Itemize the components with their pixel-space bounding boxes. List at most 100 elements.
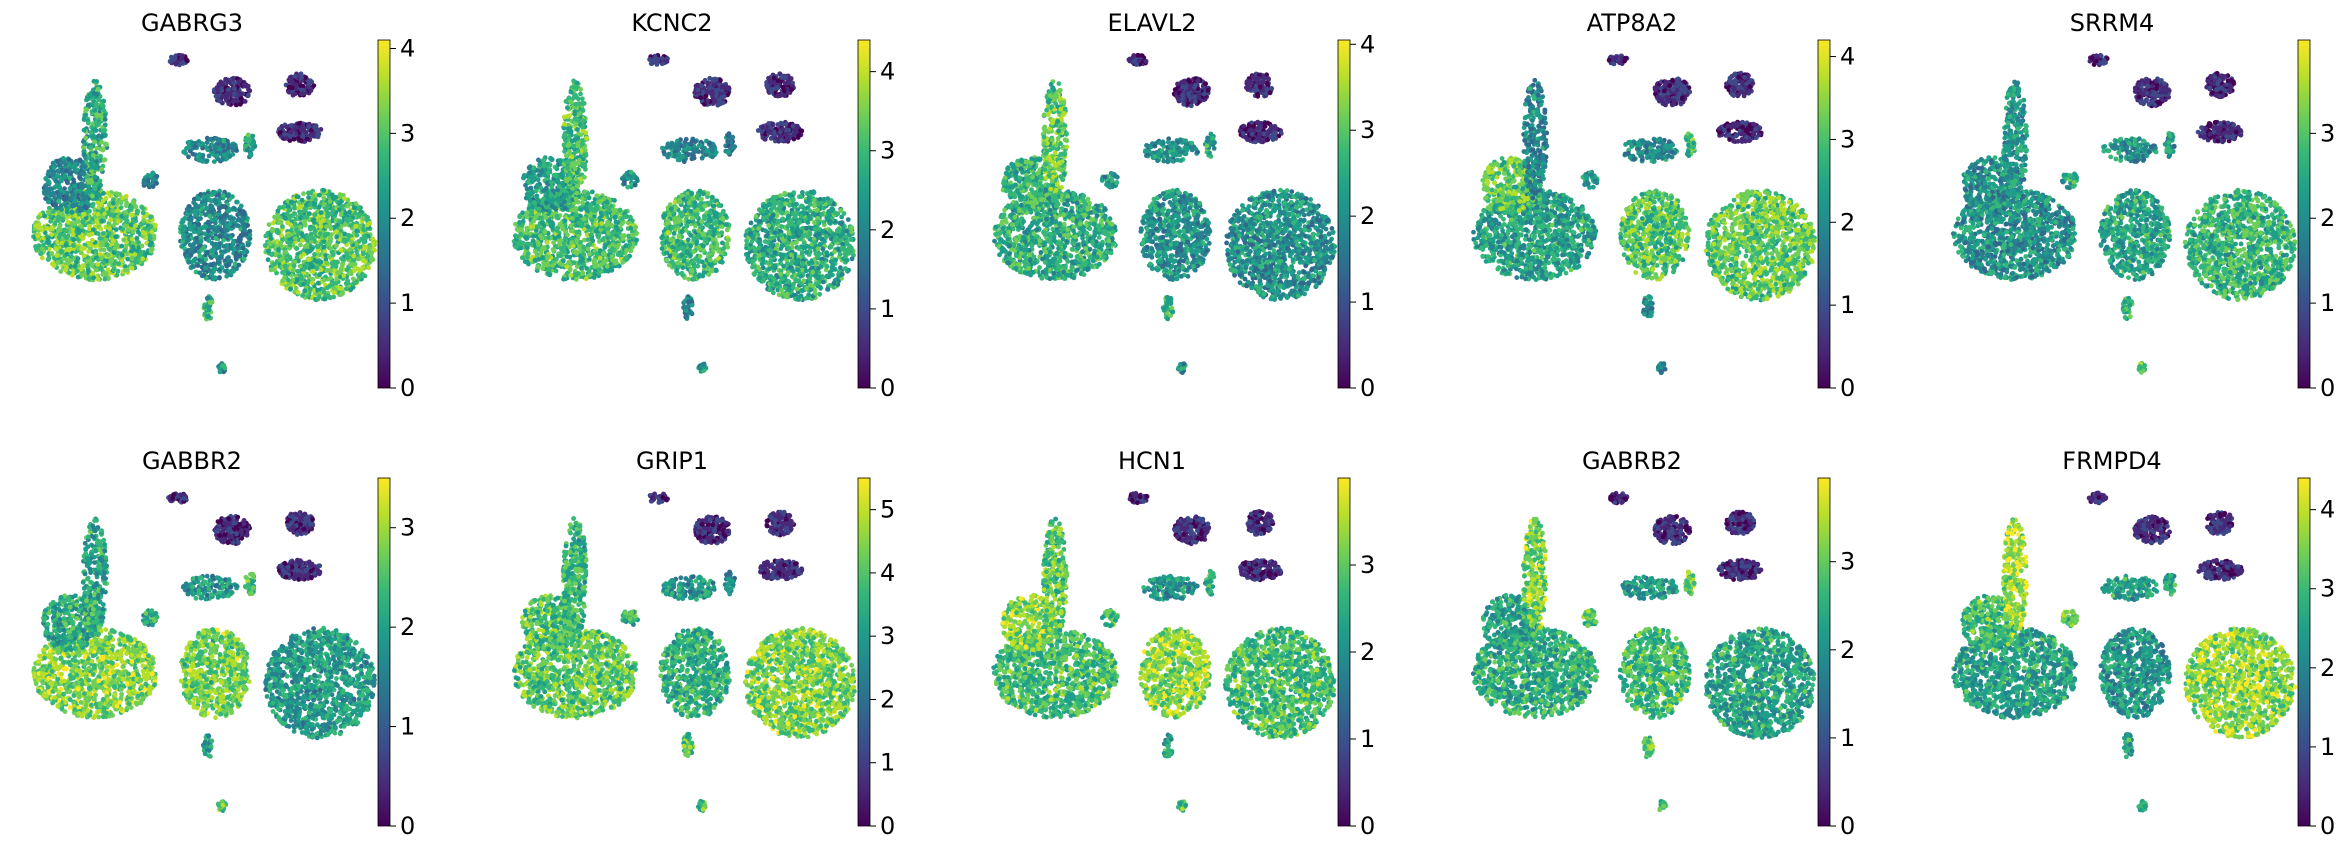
scatter-point: [143, 251, 149, 257]
scatter-point: [594, 205, 600, 211]
scatter-point: [75, 268, 80, 274]
scatter-point: [96, 193, 102, 198]
scatter-point: [357, 244, 363, 250]
scatter-point: [72, 263, 78, 269]
scatter-point: [94, 113, 100, 119]
scatter-point: [61, 227, 67, 233]
scatter-point: [337, 192, 343, 198]
scatter-point: [102, 112, 108, 118]
scatter-point: [115, 250, 121, 256]
scatter-point: [592, 257, 597, 263]
scatter-point: [615, 226, 620, 232]
scatter-point: [75, 274, 81, 280]
scatter-point: [226, 101, 232, 107]
scatter-point: [240, 245, 246, 251]
scatter-point: [241, 256, 247, 262]
scatter-point: [295, 268, 301, 274]
scatter-point: [304, 136, 310, 142]
scatter-point: [251, 139, 257, 145]
scatter-point: [328, 236, 333, 241]
scatter-point: [328, 245, 334, 251]
scatter-point: [240, 231, 246, 237]
scatter-point: [585, 246, 591, 252]
scatter-point: [250, 133, 256, 139]
scatter-point: [132, 252, 138, 257]
scatter-point: [263, 233, 269, 239]
scatter-point: [585, 224, 591, 230]
scatter-point: [599, 221, 605, 226]
scatter-point: [81, 127, 87, 133]
scatter-point: [531, 233, 536, 239]
scatter-points: [511, 53, 856, 374]
scatter-point: [322, 233, 328, 239]
scatter-point: [300, 238, 305, 244]
scatter-point: [282, 216, 288, 221]
scatter-point: [142, 180, 148, 186]
scatter-point: [98, 182, 103, 188]
scatter-point: [292, 91, 298, 97]
scatter-point: [64, 251, 70, 257]
scatter-point: [51, 263, 57, 268]
scatter-point: [580, 256, 585, 262]
scatter-point: [92, 186, 98, 192]
scatter-point: [538, 250, 544, 256]
scatter-point: [308, 231, 314, 237]
scatter-point: [333, 243, 339, 249]
scatter-point: [540, 255, 546, 261]
scatter-point: [345, 279, 350, 285]
scatter-point: [200, 141, 206, 147]
scatter-point: [368, 250, 373, 256]
scatter-point: [125, 227, 131, 233]
scatter-point: [129, 248, 134, 254]
scatter-point: [129, 212, 135, 218]
scatter-point: [321, 244, 327, 250]
scatter-point: [237, 208, 243, 214]
scatter-point: [49, 251, 54, 257]
scatter-point: [305, 280, 311, 286]
scatter-point: [92, 139, 98, 145]
scatter-point: [35, 233, 41, 239]
scatter-point: [290, 277, 296, 283]
scatter-point: [179, 244, 185, 249]
scatter-point: [314, 266, 319, 271]
scatter-point: [312, 124, 318, 130]
scatter-point: [84, 107, 90, 112]
scatter-point: [294, 227, 299, 232]
scatter-point: [585, 208, 590, 214]
scatter-point: [597, 255, 603, 261]
scatter-point: [556, 253, 562, 259]
scatter-point: [188, 216, 194, 222]
scatter-point: [624, 247, 629, 253]
scatter-point: [95, 262, 100, 267]
scatter-point: [77, 174, 82, 180]
scatter-point: [86, 269, 91, 274]
scatter-point: [77, 188, 83, 194]
scatter-point: [64, 205, 70, 211]
scatter-point: [276, 247, 281, 253]
scatter-point: [623, 214, 628, 220]
scatter-point: [83, 135, 89, 141]
scatter-point: [265, 257, 271, 263]
scatter-point: [585, 237, 591, 243]
scatter-point: [70, 202, 76, 208]
scatter-point: [299, 197, 305, 203]
scatter-point: [111, 266, 117, 272]
scatter-point: [216, 192, 222, 198]
scatter-point: [288, 129, 293, 135]
scatter-point: [590, 238, 596, 244]
scatter-point: [87, 242, 93, 248]
scatter-point: [82, 164, 88, 169]
scatter-point: [351, 276, 356, 282]
scatter-point: [277, 205, 283, 210]
scatter-point: [94, 92, 99, 97]
scatter-point: [284, 211, 290, 217]
scatter-point: [316, 280, 321, 286]
scatter-point: [109, 258, 114, 264]
scatter-point: [561, 276, 566, 282]
scatter-point: [298, 138, 304, 144]
scatter-point: [292, 211, 297, 217]
scatter-point: [594, 251, 600, 257]
scatter-point: [245, 222, 251, 228]
scatter-point: [302, 206, 308, 212]
scatter-point: [517, 241, 522, 247]
